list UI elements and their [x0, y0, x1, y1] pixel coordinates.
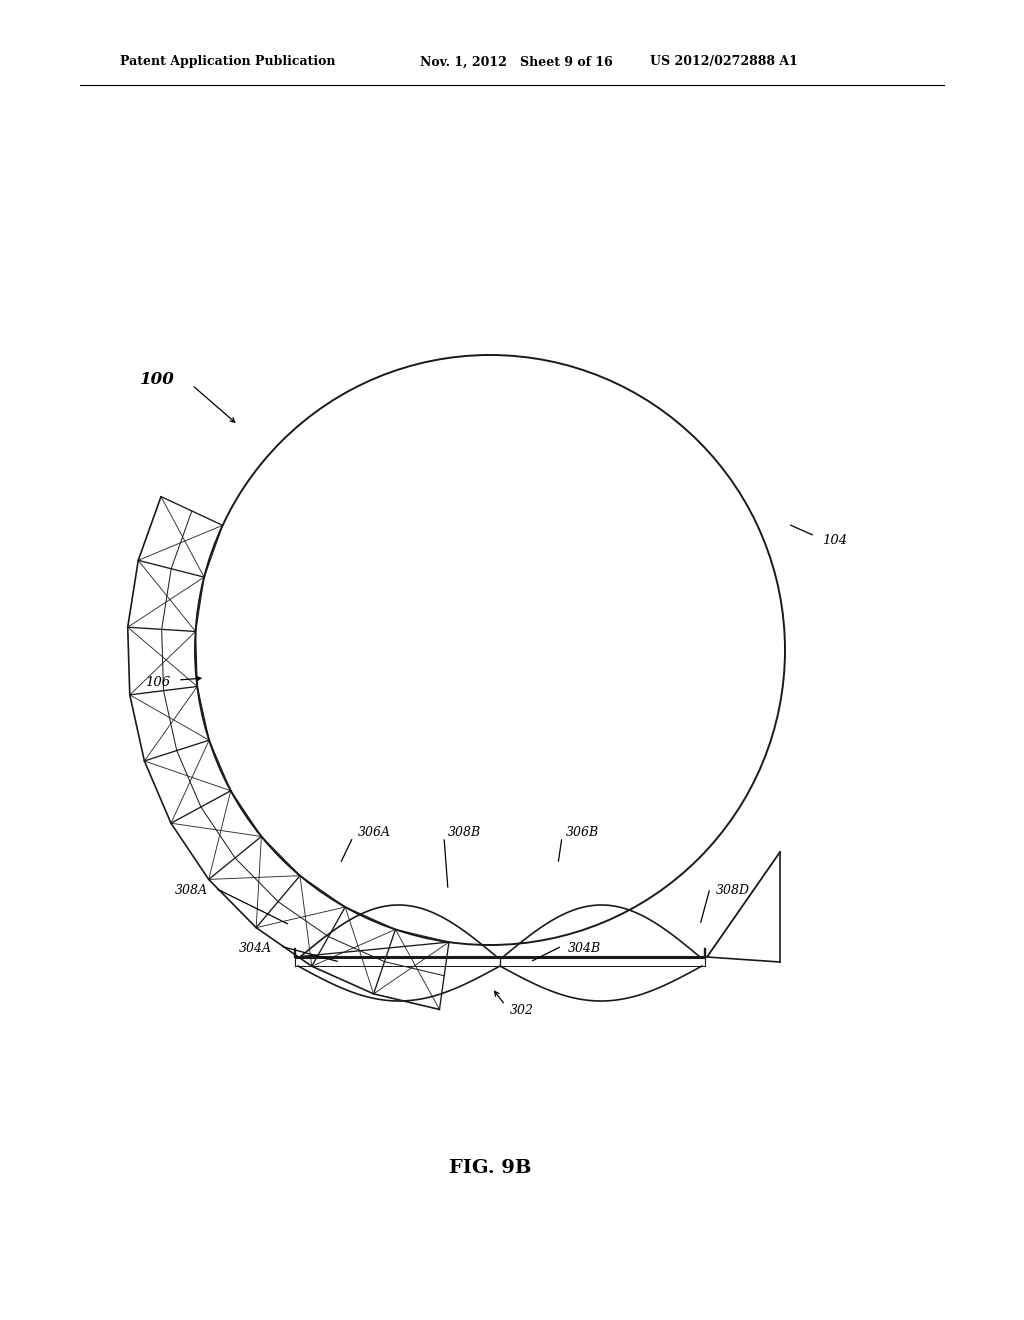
Text: 100: 100 — [140, 371, 175, 388]
Text: 104: 104 — [822, 533, 847, 546]
Text: US 2012/0272888 A1: US 2012/0272888 A1 — [650, 55, 798, 69]
Text: 304A: 304A — [239, 941, 272, 954]
Text: 308D: 308D — [716, 883, 750, 896]
Text: Nov. 1, 2012   Sheet 9 of 16: Nov. 1, 2012 Sheet 9 of 16 — [420, 55, 612, 69]
Text: 308A: 308A — [175, 883, 208, 896]
Text: 302: 302 — [510, 1003, 534, 1016]
Text: 304B: 304B — [568, 941, 601, 954]
Text: FIG. 9B: FIG. 9B — [449, 1159, 531, 1177]
Text: 306A: 306A — [358, 825, 391, 838]
Text: 308B: 308B — [449, 825, 481, 838]
Text: 306B: 306B — [566, 825, 599, 838]
Text: Patent Application Publication: Patent Application Publication — [120, 55, 336, 69]
Text: 106: 106 — [144, 676, 170, 689]
